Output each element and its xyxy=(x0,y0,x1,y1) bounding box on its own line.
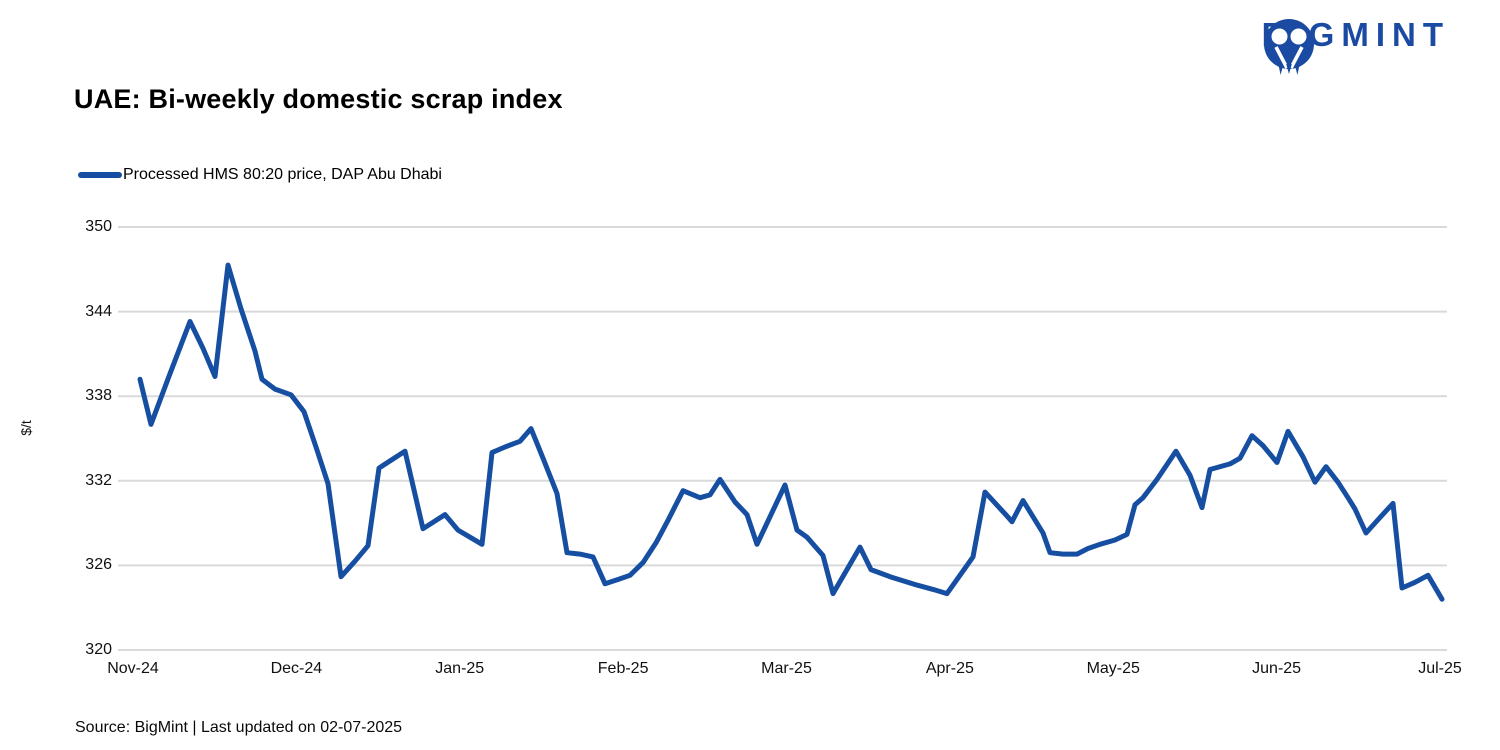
bigmint-logo-icon xyxy=(1263,19,1314,75)
price-line xyxy=(137,262,1445,602)
y-tick-label: 332 xyxy=(85,471,112,489)
y-tick-label: 326 xyxy=(85,556,112,574)
legend-line-marker xyxy=(78,172,122,178)
x-tick-label: May-25 xyxy=(1086,660,1140,677)
x-tick-label: Jun-25 xyxy=(1252,660,1302,677)
y-tick-label: 350 xyxy=(85,218,112,235)
legend: Processed HMS 80:20 price, DAP Abu Dhabi xyxy=(78,166,442,184)
x-tick-label: Apr-25 xyxy=(925,660,974,677)
x-tick-label: Nov-24 xyxy=(107,660,159,677)
legend-label: Processed HMS 80:20 price, DAP Abu Dhabi xyxy=(123,166,442,183)
y-tick-label: 344 xyxy=(85,302,112,320)
x-tick-label: Mar-25 xyxy=(761,660,812,677)
y-tick-label: 320 xyxy=(85,641,112,658)
source-note: Source: BigMint | Last updated on 02-07-… xyxy=(75,719,403,736)
x-tick-label: Dec-24 xyxy=(270,660,323,677)
y-tick-label: 338 xyxy=(85,387,112,405)
x-tick-label: Jul-25 xyxy=(1418,660,1462,677)
x-tick-label: Feb-25 xyxy=(597,660,649,677)
bigmint-logo: BIGMINT xyxy=(1262,18,1450,75)
page-title: UAE: Bi-weekly domestic scrap index xyxy=(74,84,563,114)
x-tick-label: Jan-25 xyxy=(435,660,485,677)
